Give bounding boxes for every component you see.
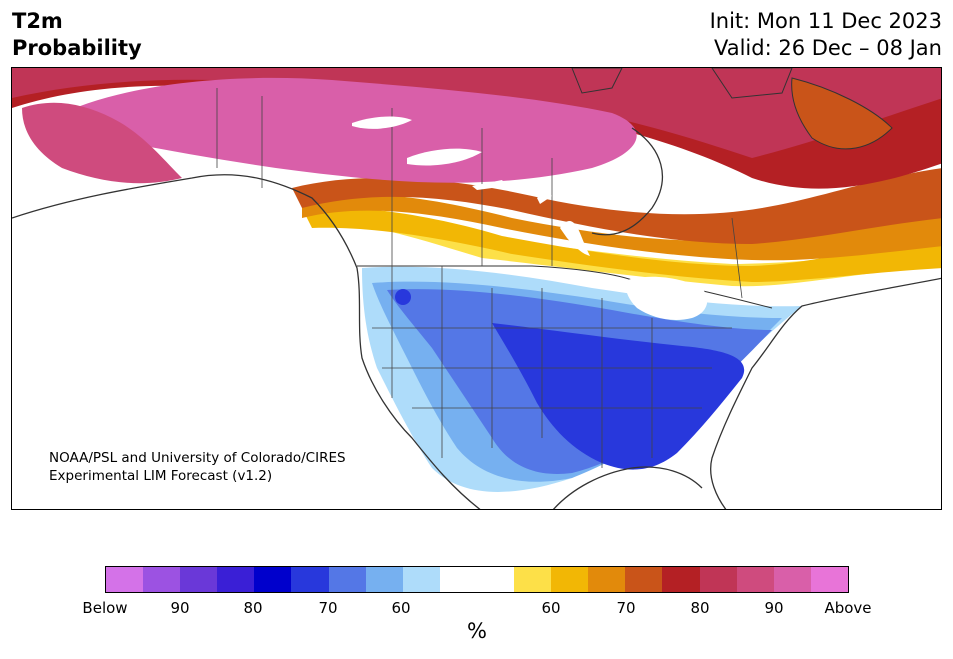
gulf-coast <box>552 466 703 509</box>
colorbar-swatch <box>476 567 515 592</box>
colorbar-swatch <box>736 567 774 592</box>
colorbar-swatch <box>810 567 848 592</box>
arctic-islands <box>571 68 793 99</box>
great-bear-lake <box>407 148 482 166</box>
cold-core-west <box>395 289 411 305</box>
band-above-80-90 <box>292 168 941 244</box>
colorbar-tick-label: 80 <box>243 599 263 617</box>
colorbar-swatch <box>106 567 144 592</box>
colorbar-swatch <box>180 567 218 592</box>
band-above-70-80 <box>302 193 941 261</box>
great-lakes <box>625 276 708 320</box>
hudson-bay <box>591 127 664 236</box>
colorbar-swatch <box>514 567 552 592</box>
colorbar-tick-label: 80 <box>690 599 710 617</box>
baffin-island <box>791 77 893 150</box>
lake-winnipeg <box>560 221 590 256</box>
date-info: Init: Mon 11 Dec 2023 Valid: 26 Dec – 08… <box>710 8 942 62</box>
state-lines <box>372 266 732 468</box>
colorbar-tick-label: Below <box>82 599 128 617</box>
colorbar-swatch <box>365 567 403 592</box>
great-slave-lake <box>352 116 412 129</box>
colorbar-tick-label: 60 <box>391 599 411 617</box>
colorbar-tick-label: 60 <box>541 599 561 617</box>
colorbar-labels: Below 90 80 70 60 60 70 80 90 Above <box>0 599 953 619</box>
colorbar-swatch <box>217 567 255 592</box>
attribution-line-1: NOAA/PSL and University of Colorado/CIRE… <box>49 450 346 466</box>
probability-map <box>11 67 942 510</box>
init-date: Init: Mon 11 Dec 2023 <box>709 9 942 33</box>
colorbar-swatch <box>662 567 700 592</box>
cold-probability-bands <box>362 266 802 492</box>
warm-probability-bands <box>12 68 941 287</box>
arctic-island-1 <box>571 68 623 94</box>
band-above-very-high <box>52 77 637 183</box>
product-label: Probability <box>12 36 142 60</box>
province-lines <box>216 88 743 299</box>
coastline-west <box>12 174 481 509</box>
colorbar-tick-label: 90 <box>764 599 784 617</box>
near-normal-zone <box>302 228 941 320</box>
attribution: NOAA/PSL and University of Colorado/CIRE… <box>49 449 346 485</box>
band-above-60-70 <box>302 207 941 282</box>
band-above-high <box>12 68 941 158</box>
colorbar-tick-label: 70 <box>318 599 338 617</box>
attribution-line-2: Experimental LIM Forecast (v1.2) <box>49 468 273 484</box>
geographic-outlines <box>12 88 941 509</box>
map-canvas <box>12 68 941 509</box>
colorbar-tick-label: 90 <box>170 599 190 617</box>
colorbar-swatch <box>402 567 440 592</box>
probability-colorbar <box>105 566 849 593</box>
colorbar-swatch <box>699 567 737 592</box>
colorbar-swatch <box>254 567 292 592</box>
colorbar-tick-label: 70 <box>616 599 636 617</box>
colorbar-swatch <box>551 567 589 592</box>
band-below-80-90 <box>492 323 745 470</box>
coastline-east <box>710 277 941 509</box>
variable-label: T2m <box>12 9 63 33</box>
band-above-extreme <box>22 102 182 184</box>
lakes <box>352 116 708 320</box>
colorbar-swatch <box>291 567 329 592</box>
reindeer-lake <box>537 190 552 204</box>
valid-range: Valid: 26 Dec – 08 Jan <box>713 36 942 60</box>
colorbar-swatch <box>588 567 626 592</box>
colorbar-tick-label: Above <box>824 599 872 617</box>
colorbar-swatch <box>439 567 477 592</box>
arctic-island-2 <box>711 68 793 99</box>
lake-athabasca <box>472 180 507 190</box>
colorbar-swatch <box>625 567 663 592</box>
chart-title: T2m Probability <box>12 8 142 62</box>
colorbar-swatch <box>328 567 366 592</box>
colorbar-unit: % <box>467 619 487 643</box>
colorbar-swatch <box>143 567 181 592</box>
colorbar-swatch <box>773 567 811 592</box>
